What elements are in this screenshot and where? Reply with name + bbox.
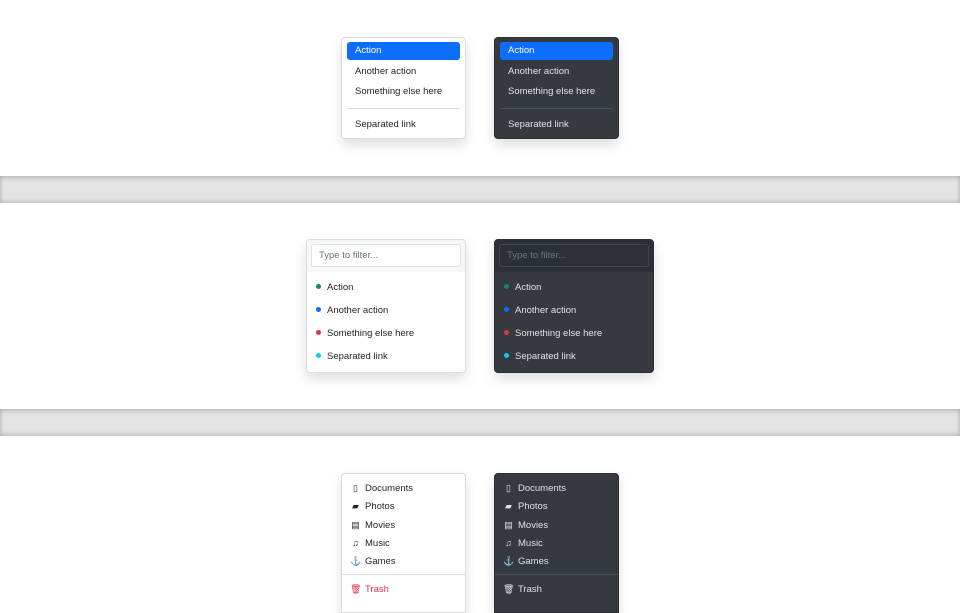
file-icon: ▯ [353, 483, 358, 493]
menu-item-action[interactable]: Action [500, 42, 613, 60]
item-label: Documents [518, 483, 567, 494]
item-label: Separated link [515, 351, 576, 362]
menu-item-music[interactable]: ♫ Music [503, 535, 543, 551]
item-label: Music [518, 538, 543, 549]
status-dot [504, 284, 509, 289]
status-dot [316, 284, 321, 289]
item-label: Another action [327, 305, 389, 316]
item-label: Trash [518, 584, 542, 595]
item-label: Something else here [327, 328, 415, 339]
menu-item-separated-link[interactable]: Separated link [508, 119, 569, 130]
item-label: Action [327, 282, 354, 293]
item-label: Trash [365, 584, 389, 595]
status-dot [504, 353, 509, 358]
file-icon: ▯ [506, 483, 511, 493]
dropdown-menu-light: Action Another action Something else her… [341, 37, 466, 139]
item-label: Games [518, 556, 549, 567]
icon-dropdown-light: ▯ Documents ▰ Photos ▤ Movies ♫ Music ⚓ Games… [341, 473, 466, 613]
filter-item-action[interactable]: Action [316, 280, 353, 296]
item-label: Action [515, 282, 542, 293]
filter-item-another-action[interactable]: Another action [504, 303, 576, 319]
menu-item-trash[interactable]: 🗑 Trash [503, 581, 542, 597]
filter-header: Type to filter... [307, 240, 465, 272]
filter-dropdown-dark: Type to filter... Action Another action … [494, 239, 654, 373]
item-label: Games [365, 556, 396, 567]
item-label: Movies [365, 520, 396, 531]
icon-dropdown-dark: ▯ Documents ▰ Photos ▤ Movies ♫ Music ⚓ Games… [494, 473, 619, 613]
music-note-icon: ♫ [505, 538, 512, 548]
dropdown-menu-dark: Action Another action Something else her… [494, 37, 619, 139]
menu-item-something-else[interactable]: Something else here [508, 86, 596, 97]
film-icon: ▤ [351, 520, 360, 530]
menu-item-action[interactable]: Action [347, 42, 460, 60]
item-label: Something else here [515, 328, 603, 339]
menu-divider [495, 574, 618, 575]
item-label: Photos [365, 501, 395, 512]
menu-item-documents[interactable]: ▯ Documents [503, 480, 566, 496]
filter-item-another-action[interactable]: Another action [316, 303, 388, 319]
menu-item-games[interactable]: ⚓ Games [503, 553, 549, 569]
filter-item-separated-link[interactable]: Separated link [504, 349, 576, 365]
status-dot [316, 353, 321, 358]
menu-item-photos[interactable]: ▰ Photos [350, 498, 395, 514]
menu-item-another-action[interactable]: Another action [508, 66, 570, 77]
menu-item-trash[interactable]: 🗑 Trash [350, 581, 389, 597]
status-dot [504, 307, 509, 312]
filter-input[interactable]: Type to filter... [499, 244, 649, 267]
item-label: Movies [518, 520, 549, 531]
section-divider [0, 409, 960, 436]
menu-item-games[interactable]: ⚓ Games [350, 553, 396, 569]
status-dot [316, 330, 321, 335]
filter-item-something-else[interactable]: Something else here [316, 326, 414, 342]
status-dot [316, 307, 321, 312]
menu-item-music[interactable]: ♫ Music [350, 535, 390, 551]
film-icon: ▤ [504, 520, 513, 530]
filter-item-something-else[interactable]: Something else here [504, 326, 602, 342]
music-note-icon: ♫ [352, 538, 359, 548]
menu-item-documents[interactable]: ▯ Documents [350, 480, 413, 496]
trash-icon: 🗑 [350, 584, 362, 594]
section-divider [0, 176, 960, 203]
item-label: Separated link [327, 351, 388, 362]
menu-divider [500, 108, 613, 109]
filter-item-separated-link[interactable]: Separated link [316, 349, 388, 365]
trash-icon: 🗑 [503, 584, 515, 594]
item-label: Photos [518, 501, 548, 512]
joystick-icon: ⚓ [350, 556, 362, 566]
menu-item-movies[interactable]: ▤ Movies [503, 517, 548, 533]
menu-item-something-else[interactable]: Something else here [355, 86, 443, 97]
menu-divider [342, 574, 465, 575]
joystick-icon: ⚓ [503, 556, 515, 566]
image-icon: ▰ [505, 501, 512, 511]
item-label: Another action [515, 305, 577, 316]
menu-item-photos[interactable]: ▰ Photos [503, 498, 548, 514]
menu-item-movies[interactable]: ▤ Movies [350, 517, 395, 533]
item-label: Documents [365, 483, 414, 494]
item-label: Music [365, 538, 390, 549]
filter-item-action[interactable]: Action [504, 280, 541, 296]
filter-header: Type to filter... [495, 240, 653, 272]
status-dot [504, 330, 509, 335]
menu-divider [347, 108, 460, 109]
filter-dropdown-light: Type to filter... Action Another action … [306, 239, 466, 373]
menu-item-separated-link[interactable]: Separated link [355, 119, 416, 130]
filter-input[interactable]: Type to filter... [311, 244, 461, 267]
menu-item-another-action[interactable]: Another action [355, 66, 417, 77]
image-icon: ▰ [352, 501, 359, 511]
